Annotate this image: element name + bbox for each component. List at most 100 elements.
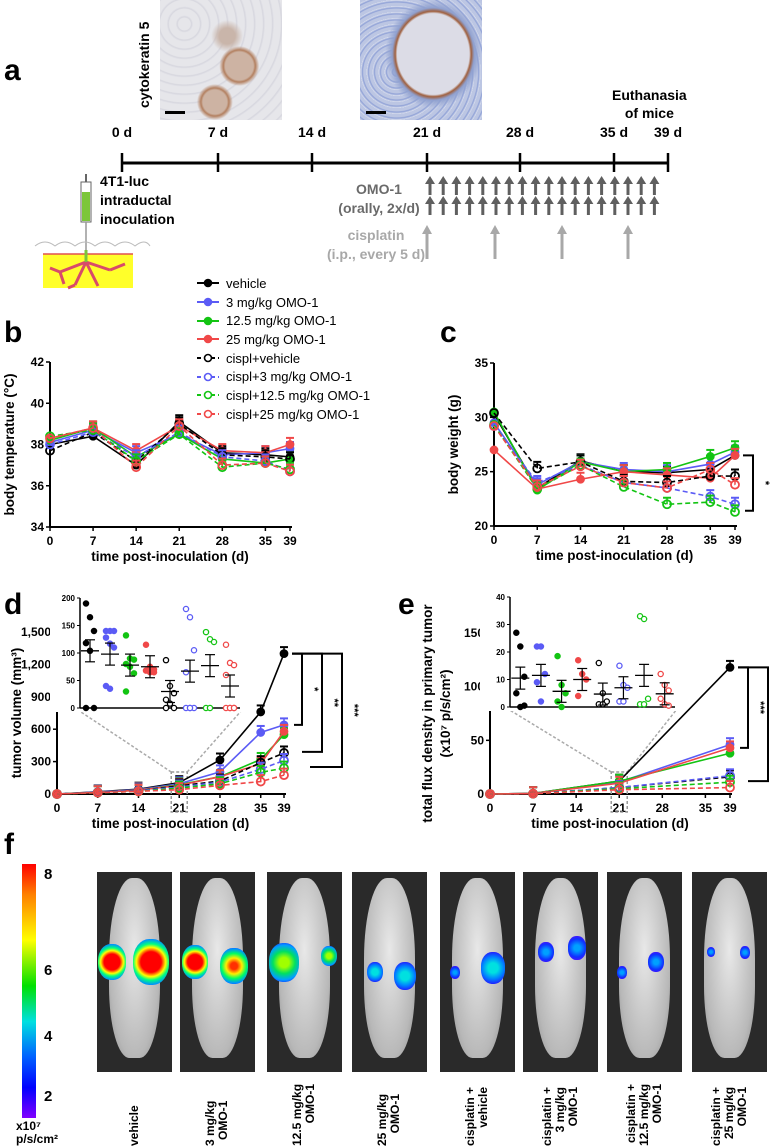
y-axis-label: tumor volume (mm³) (9, 648, 24, 779)
bioluminescence-image (352, 872, 427, 1072)
tumor-signal (220, 947, 248, 985)
panel-label-f: f (4, 828, 14, 861)
mouse-group-label-line: OMO-1 (216, 1100, 230, 1140)
data-point (92, 787, 103, 798)
data-point (730, 479, 740, 490)
timeline-day-label: 7 d (208, 124, 228, 140)
mouse-group-label: 12.5 mg/kg OMO-1 (290, 1083, 317, 1146)
series-line (49, 429, 291, 456)
omo-dose-arrow-icon (649, 176, 660, 195)
tumor-signal (480, 952, 505, 984)
inset-data-point (640, 701, 648, 708)
legend-item: 3 mg/kg OMO-1 (196, 293, 370, 312)
cisplatin-line2: (i.p., every 5 d) (326, 246, 426, 262)
inset-y-tick-label: 40 (496, 593, 505, 602)
inset-data-point (616, 662, 623, 670)
significance-marker: * (308, 687, 320, 692)
tumor-signal (133, 938, 169, 986)
inoculation-line2: intraductal (100, 192, 172, 208)
inset-zoom-box (610, 771, 628, 813)
legend-label: vehicle (226, 275, 267, 291)
significance-marker: *** (348, 704, 360, 718)
legend-marker-icon (197, 353, 219, 363)
inset-data-point (210, 638, 218, 646)
x-tick-label: 0 (54, 801, 61, 815)
legend-item: 12.5 mg/kg OMO-1 (196, 311, 370, 330)
legend-label: cispl+12.5 mg/kg OMO-1 (226, 387, 371, 403)
y-axis-label: body weight (g) (446, 395, 461, 495)
panel-label-b: b (4, 316, 23, 349)
data-point (489, 408, 499, 418)
y-tick-label: 1,200 (21, 657, 51, 671)
inset-data-point (102, 634, 110, 641)
inset-background (50, 592, 250, 712)
data-point (279, 770, 289, 781)
tumor-signal (617, 965, 627, 979)
omo-dose-arrow-icon (425, 176, 435, 195)
y-tick-label: 30 (475, 410, 489, 424)
legend-label: cispl+25 mg/kg OMO-1 (226, 406, 360, 422)
y-tick-label: 0 (477, 787, 484, 801)
omo-dose-arrow-icon (543, 196, 554, 215)
inset-data-point (574, 692, 582, 700)
syringe-fluid (82, 192, 90, 221)
bioluminescence-image (180, 872, 255, 1072)
mouse-group-label: cisplatin +25 mg/kg OMO-1 (709, 1087, 749, 1146)
y-tick-label: 25 (475, 465, 489, 479)
mouse-group-label: cisplatin +12.5 mg/kg OMO-1 (624, 1083, 664, 1146)
omo-dose-arrow-icon (517, 176, 528, 195)
data-point (705, 497, 716, 507)
inset-data-point (517, 643, 524, 650)
x-tick-label: 39 (277, 801, 291, 815)
mouse-group-label-line: OMO-1 (303, 1083, 317, 1124)
inset-data-point (230, 704, 238, 712)
bioluminescence-image (97, 872, 172, 1072)
x-tick-label: 7 (94, 801, 101, 815)
omo-dose-arrow-icon (491, 196, 501, 215)
cisplatin-line1: cisplatin (347, 227, 405, 243)
colorbar (22, 864, 36, 1118)
inset-zoom-box (170, 771, 188, 813)
colorbar-tick-label: 2 (44, 1088, 53, 1105)
inset-data-point (202, 628, 210, 636)
inset-data-point (122, 688, 130, 695)
cisplatin-dose-arrow-icon (557, 225, 567, 259)
omo-dose-arrow-icon (570, 196, 581, 215)
bioluminescence-image (440, 872, 515, 1072)
inset-data-point (90, 627, 98, 635)
tumor-signal (182, 945, 208, 979)
mouse-group-label-line: cisplatin + (539, 1086, 554, 1146)
x-axis-label: time post-inoculation (d) (91, 549, 249, 564)
mouse-group-label-line: vehicle (476, 1086, 490, 1128)
inset-data-point (110, 644, 118, 651)
inoculation-line3: inoculation (100, 211, 175, 227)
omo-dose-arrow-icon (557, 176, 567, 195)
inset-y-tick-label: 100 (62, 649, 76, 658)
data-point (45, 445, 55, 456)
data-point (705, 464, 716, 475)
data-point (730, 450, 740, 460)
mouse-group-label-line: 12.5 mg/kg (636, 1083, 651, 1146)
data-point (88, 423, 98, 433)
series-line (493, 422, 736, 486)
colorbar-unit-line1: x10⁷ (16, 1119, 41, 1133)
x-tick-label: 14 (129, 534, 143, 548)
inset-y-tick-label: 200 (62, 594, 76, 603)
inset-connector (626, 708, 678, 773)
y-tick-label: 35 (475, 356, 489, 370)
inset-data-point (665, 687, 672, 694)
mouse-group-label-line: vehicle (126, 1105, 141, 1146)
scale-bar (366, 111, 386, 114)
legend-marker-icon (197, 372, 219, 382)
x-tick-label: 14 (569, 801, 583, 815)
data-point (705, 452, 715, 461)
colorbar-tick-label: 6 (44, 962, 53, 979)
legend: vehicle 3 mg/kg OMO-1 12.5 mg/kg OMO-1 25 m… (196, 274, 370, 424)
inset-data-point (521, 702, 528, 709)
inset-data-point (82, 639, 90, 647)
x-tick-label: 21 (617, 533, 631, 547)
data-point (133, 786, 144, 797)
tumor-signal (647, 951, 664, 973)
x-tick-label: 28 (660, 533, 674, 547)
